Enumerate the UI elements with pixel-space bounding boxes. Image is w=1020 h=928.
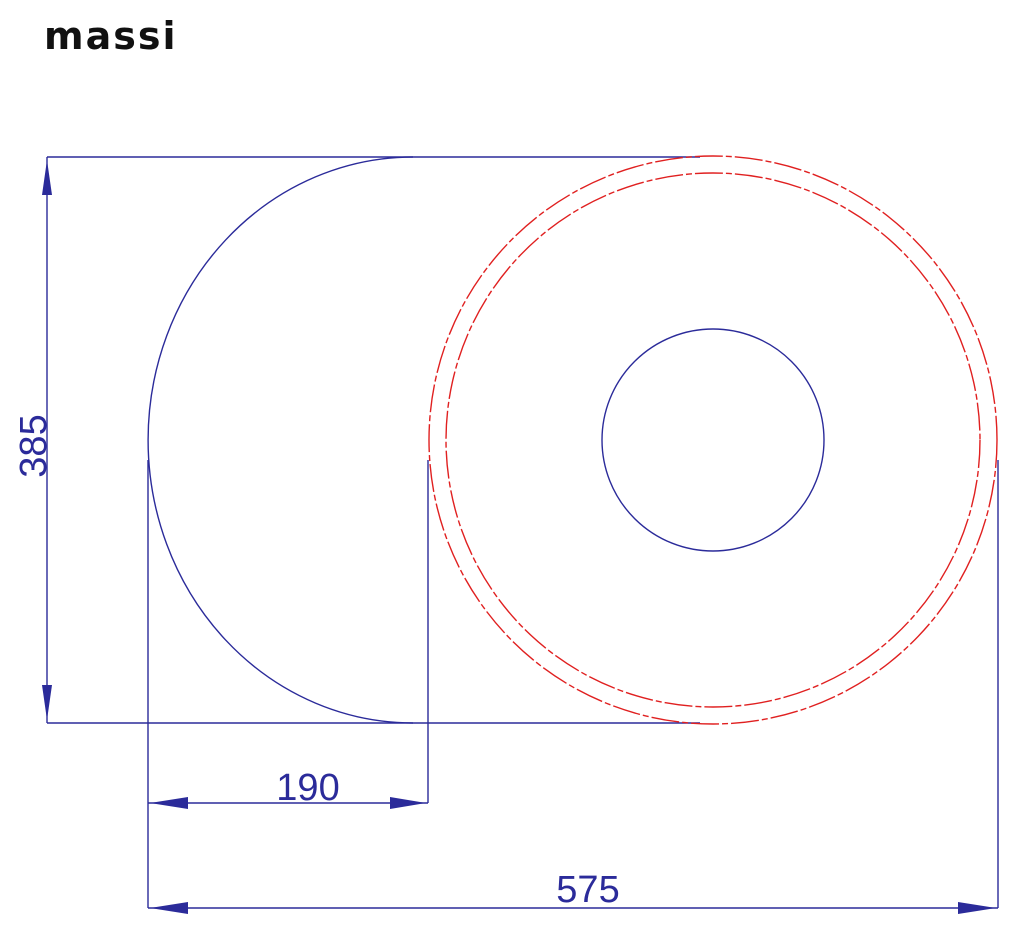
drain-hole bbox=[601, 328, 825, 552]
dimension-label-190: 190 bbox=[276, 767, 339, 809]
arrow-left-icon bbox=[150, 902, 188, 914]
basin-outer-rim bbox=[428, 155, 998, 725]
dimension-label-height: 385 bbox=[13, 414, 55, 477]
basin-inner-rim bbox=[445, 172, 981, 708]
arrow-left-icon bbox=[150, 797, 188, 809]
arrow-right-icon bbox=[958, 902, 996, 914]
dimension-label-575: 575 bbox=[556, 869, 619, 911]
arrow-down-icon bbox=[42, 685, 52, 720]
arrow-right-icon bbox=[390, 797, 426, 809]
brand-logo: massi bbox=[44, 14, 178, 58]
drainer-arc bbox=[147, 156, 414, 724]
arrow-up-icon bbox=[42, 160, 52, 195]
